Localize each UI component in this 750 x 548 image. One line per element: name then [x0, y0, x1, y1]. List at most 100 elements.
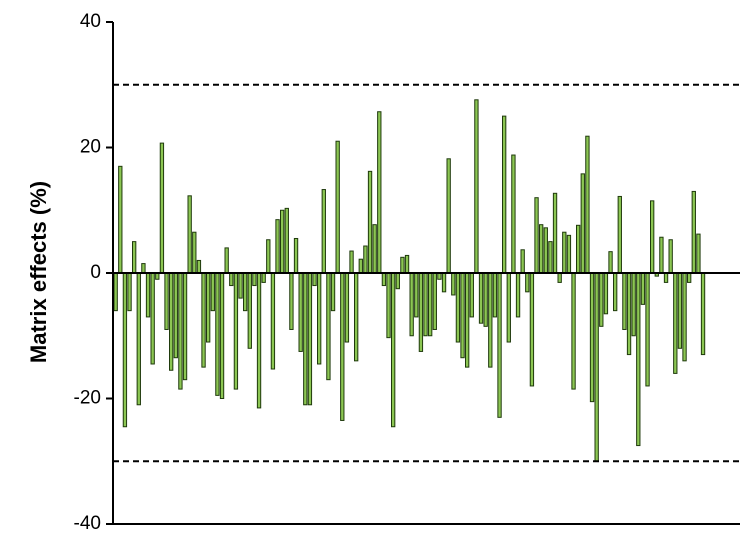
bar [344, 272, 350, 343]
bar [691, 190, 696, 274]
bar [603, 272, 609, 315]
bar [219, 272, 225, 399]
bar [497, 272, 502, 418]
bar [650, 200, 655, 274]
bar [386, 272, 391, 339]
bar [663, 272, 669, 283]
bar [511, 154, 516, 274]
bar [298, 272, 303, 352]
bar [187, 195, 192, 274]
bar [289, 272, 294, 330]
bar [423, 272, 428, 337]
y-tick-label: -20 [74, 388, 101, 409]
bar [400, 256, 405, 274]
bar [608, 251, 613, 274]
bar [164, 272, 169, 330]
bar [631, 272, 636, 337]
bar [363, 245, 368, 274]
y-axis-label: Matrix effects (%) [26, 181, 51, 363]
bar [465, 272, 470, 368]
bar [284, 207, 289, 274]
bar [381, 272, 387, 287]
bar [372, 224, 377, 274]
bar [321, 189, 326, 274]
bar [525, 272, 530, 293]
bar [617, 195, 622, 274]
bar [210, 272, 215, 312]
bar [585, 135, 590, 274]
bar [483, 272, 488, 327]
bar [169, 272, 174, 371]
bar [326, 272, 331, 381]
bar [178, 272, 183, 390]
bar [432, 272, 437, 330]
bar [391, 272, 396, 428]
bar [358, 258, 363, 274]
bar [645, 272, 650, 387]
bar [673, 272, 678, 374]
bar [534, 197, 539, 274]
bar [696, 233, 701, 274]
bar [266, 239, 271, 274]
bar [668, 239, 673, 274]
bar [520, 249, 525, 274]
bar [280, 209, 285, 274]
bar [377, 111, 382, 274]
bar [354, 272, 359, 362]
bar [303, 272, 308, 406]
bar [469, 272, 474, 318]
bar [307, 272, 313, 406]
bar [330, 272, 336, 312]
bar [566, 234, 572, 274]
bar [515, 272, 521, 318]
bar [367, 170, 373, 274]
bar [529, 272, 535, 387]
bar [589, 272, 595, 403]
bar [293, 237, 299, 274]
bar [145, 272, 151, 318]
bar [252, 272, 257, 287]
bar [270, 272, 276, 370]
bar [576, 224, 581, 274]
bar [636, 272, 641, 447]
bar [229, 272, 234, 287]
bar [677, 272, 683, 349]
bar [141, 263, 146, 274]
bar [196, 259, 202, 274]
bar [215, 272, 220, 396]
bar [687, 272, 692, 283]
bar [122, 272, 128, 428]
bar [118, 165, 123, 274]
bar [113, 272, 118, 312]
bar [312, 272, 317, 287]
bar [247, 272, 252, 349]
bar [640, 272, 646, 305]
bar [539, 224, 544, 274]
bar [192, 231, 197, 274]
bar [441, 272, 447, 293]
bar [335, 140, 340, 274]
bar [173, 272, 178, 359]
bar [132, 241, 137, 274]
bar [599, 272, 604, 327]
y-tick-label: 40 [80, 11, 101, 32]
bar [428, 272, 433, 337]
bar [159, 142, 165, 274]
bar [700, 272, 706, 356]
y-tick-label: 0 [90, 262, 101, 283]
bar [552, 192, 558, 274]
bar [238, 272, 243, 299]
bar [460, 272, 465, 359]
bar [682, 272, 687, 362]
bar [233, 272, 239, 390]
bar [256, 272, 262, 409]
bar [571, 272, 576, 390]
bar [340, 272, 345, 421]
bar [275, 219, 280, 274]
bar [182, 272, 188, 381]
bar [418, 272, 424, 352]
bar [506, 272, 511, 343]
bar [206, 272, 211, 343]
bar [478, 272, 484, 324]
